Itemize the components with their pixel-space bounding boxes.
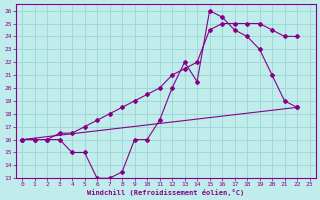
X-axis label: Windchill (Refroidissement éolien,°C): Windchill (Refroidissement éolien,°C) xyxy=(87,189,244,196)
